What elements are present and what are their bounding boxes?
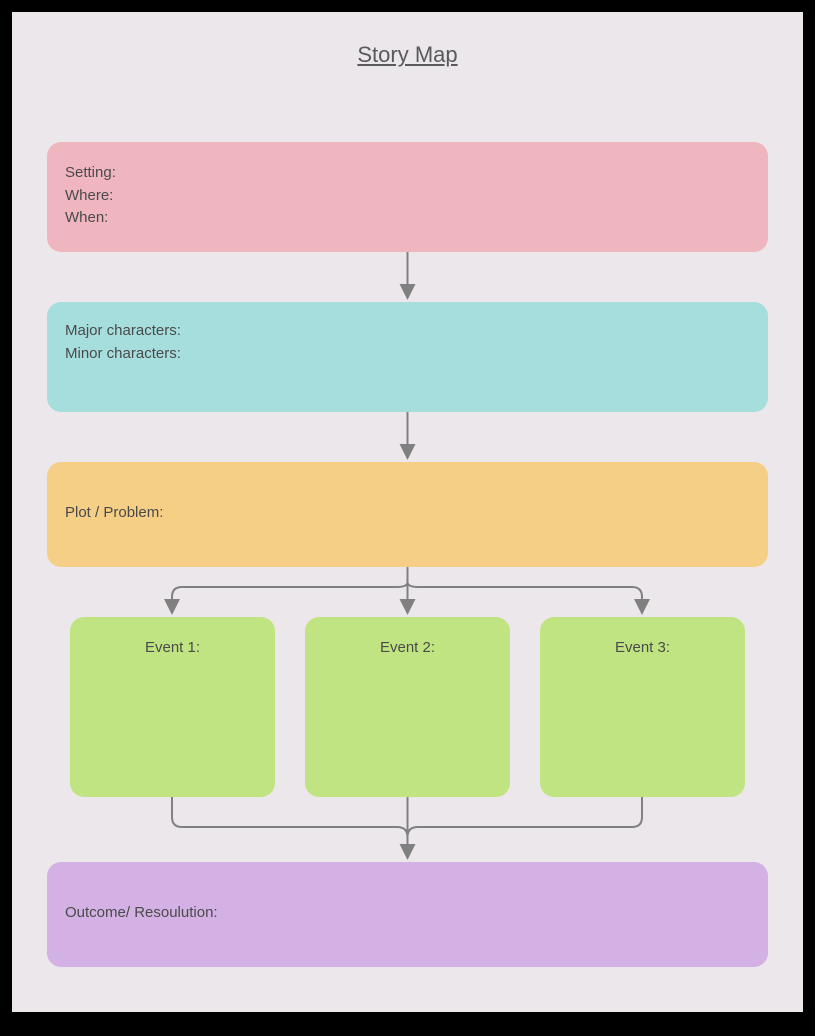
- outcome-line-1: Outcome/ Resoulution:: [65, 902, 750, 925]
- event-1-label: Event 1:: [70, 637, 275, 660]
- arrow-event3-merge: [408, 797, 643, 837]
- arrow-plot-event3: [408, 582, 643, 611]
- setting-line-1: Setting:: [65, 162, 750, 185]
- characters-line-3: Minor characters:: [65, 343, 750, 366]
- setting-box: Setting: Where: When:: [47, 142, 768, 252]
- plot-line-1: Plot / Problem:: [65, 502, 750, 525]
- diagram-canvas: Story Map Setting: Where: When: Major ch…: [12, 12, 803, 1012]
- outcome-box: Outcome/ Resoulution:: [47, 862, 768, 967]
- event-2-box: Event 2:: [305, 617, 510, 797]
- event-3-box: Event 3:: [540, 617, 745, 797]
- characters-line-1: Major characters:: [65, 320, 750, 343]
- event-3-label: Event 3:: [540, 637, 745, 660]
- setting-line-3: When:: [65, 207, 750, 230]
- diagram-title: Story Map: [12, 42, 803, 68]
- event-1-box: Event 1:: [70, 617, 275, 797]
- plot-box: Plot / Problem:: [47, 462, 768, 567]
- characters-box: Major characters: Minor characters:: [47, 302, 768, 412]
- event-2-label: Event 2:: [305, 637, 510, 660]
- arrow-plot-event1: [172, 582, 408, 611]
- arrow-event1-merge: [172, 797, 408, 837]
- setting-line-2: Where:: [65, 185, 750, 208]
